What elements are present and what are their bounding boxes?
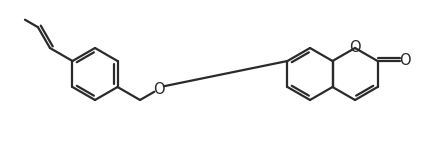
Text: O: O xyxy=(398,53,410,69)
Text: O: O xyxy=(348,41,360,55)
Text: O: O xyxy=(153,82,164,97)
